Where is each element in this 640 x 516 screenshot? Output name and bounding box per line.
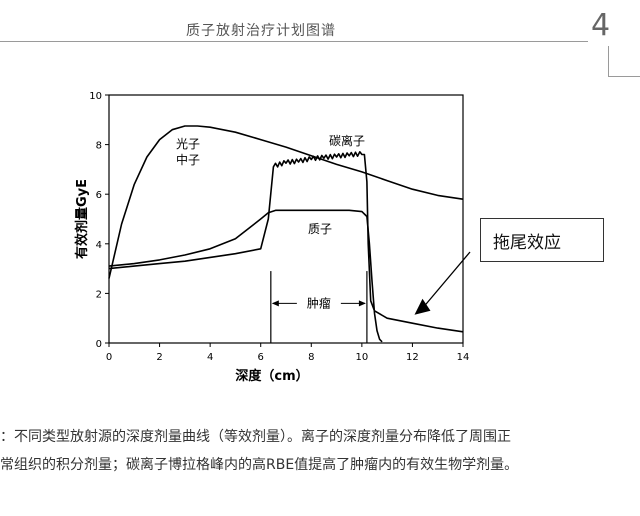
x-tick-label: 2 xyxy=(156,352,162,363)
page-number: 4 xyxy=(591,8,611,43)
plot-frame xyxy=(108,94,464,344)
series-label: 质子 xyxy=(308,222,332,236)
tail-arrow-shaft xyxy=(424,251,471,306)
arrow-layer xyxy=(414,251,471,315)
tail-effect-callout: 拖尾效应 xyxy=(480,218,604,262)
header-divider xyxy=(0,41,588,42)
series-label: 中子 xyxy=(176,152,200,167)
x-axis-label: 深度（cm） xyxy=(235,368,308,384)
x-tick-label: 4 xyxy=(207,352,213,363)
series-label: 光子 xyxy=(176,137,200,151)
y-tick-label: 0 xyxy=(96,339,102,350)
x-axis-ticks: 0 2 4 6 8 10 12 14 xyxy=(106,343,470,363)
y-tick-label: 2 xyxy=(96,289,102,300)
tail-arrowhead xyxy=(414,298,431,315)
series-label: 碳离子 xyxy=(329,133,365,148)
caption-line-2: 常组织的积分剂量；碳离子博拉格峰内的高RBE值提高了肿瘤内的有效生物学剂量。 xyxy=(0,457,519,473)
tumor-arrowhead-left xyxy=(271,300,279,307)
y-tick-label: 8 xyxy=(96,141,102,152)
header-title: 质子放射治疗计划图谱 xyxy=(186,23,336,39)
x-tick-label: 10 xyxy=(355,352,368,363)
x-tick-label: 12 xyxy=(406,352,419,363)
caption-line-1: ：不同类型放射源的深度剂量曲线（等效剂量）。离子的深度剂量分布降低了周围正 xyxy=(0,429,511,445)
tumor-label: 肿瘤 xyxy=(307,295,331,310)
x-tick-label: 6 xyxy=(258,352,264,363)
series-line-1 xyxy=(108,151,464,333)
series-layer xyxy=(108,125,464,343)
x-tick-label: 14 xyxy=(457,352,470,363)
corner-bracket xyxy=(608,46,640,77)
y-axis-label: 有效剂量GyE xyxy=(74,179,90,259)
y-axis-ticks: 0 2 4 6 8 10 xyxy=(89,91,109,350)
y-tick-label: 6 xyxy=(96,190,102,201)
tail-effect-label: 拖尾效应 xyxy=(493,232,561,253)
tumor-arrowhead-right xyxy=(358,300,366,307)
x-tick-label: 0 xyxy=(106,352,112,363)
x-tick-label: 8 xyxy=(308,352,314,363)
series-line-2 xyxy=(108,209,383,343)
y-tick-label: 10 xyxy=(89,91,102,102)
series-line-0 xyxy=(108,125,464,279)
tumor-annotation: 肿瘤 xyxy=(270,271,368,343)
y-tick-label: 4 xyxy=(96,240,102,251)
